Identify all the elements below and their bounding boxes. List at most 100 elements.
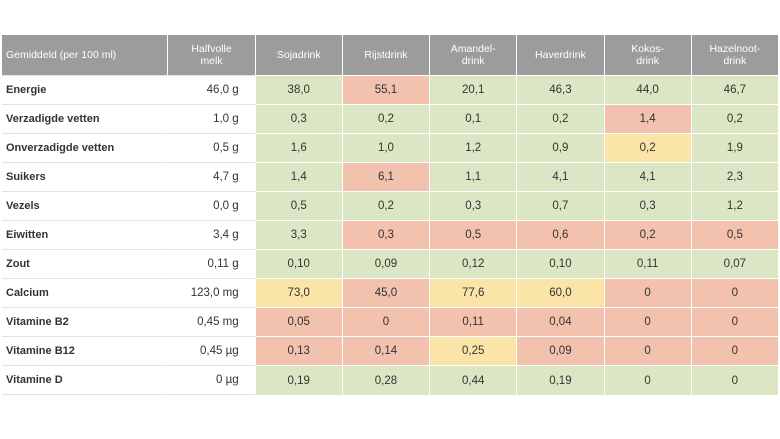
drink-value-cell: 1,6 <box>255 133 343 162</box>
drink-value-cell: 1,0 <box>342 133 431 162</box>
table-row: Vitamine B2 0,45 mg 0,05 0 0,11 0,04 0 0 <box>2 307 779 336</box>
header-cell-metric: Gemiddeld (per 100 ml) <box>2 35 169 75</box>
drink-value-cell: 0,07 <box>691 249 779 278</box>
milk-value-cell: 46,0 g <box>168 75 256 104</box>
milk-value-cell: 4,7 g <box>168 162 256 191</box>
header-cell-drink: Sojadrink <box>255 35 343 75</box>
drink-value-cell: 0,04 <box>517 307 605 336</box>
drink-value-cell: 6,1 <box>342 162 431 191</box>
drink-value-cell: 1,4 <box>255 162 343 191</box>
drink-value-cell: 2,3 <box>691 162 779 191</box>
table-row: Zout 0,11 g 0,10 0,09 0,12 0,10 0,11 0,07 <box>2 249 779 278</box>
header-line1: Kokos- <box>631 43 664 55</box>
header-cell-drink: Hazelnoot-drink <box>691 35 779 75</box>
table-row: Suikers 4,7 g 1,4 6,1 1,1 4,1 4,1 2,3 <box>2 162 779 191</box>
drink-value-cell: 0,3 <box>604 191 692 220</box>
drink-value-cell: 73,0 <box>255 278 343 307</box>
drink-value-cell: 0,10 <box>517 249 605 278</box>
drink-value-cell: 0,2 <box>517 104 605 133</box>
row-label: Eiwitten <box>2 220 169 249</box>
drink-value-cell: 0,7 <box>517 191 605 220</box>
drink-value-cell: 0,5 <box>691 220 779 249</box>
drink-value-cell: 0,5 <box>255 191 343 220</box>
milk-value-cell: 0,45 µg <box>168 336 256 365</box>
table-row: Onverzadigde vetten 0,5 g 1,6 1,0 1,2 0,9 0,2 1… <box>2 133 779 162</box>
header-line2: drink <box>723 55 747 67</box>
drink-value-cell: 46,3 <box>517 75 605 104</box>
row-label: Calcium <box>2 278 169 307</box>
drink-value-cell: 3,3 <box>255 220 343 249</box>
drink-value-cell: 4,1 <box>517 162 605 191</box>
drink-value-cell: 0 <box>604 278 692 307</box>
drink-value-cell: 0,28 <box>342 365 431 395</box>
nutrition-comparison-table-wrapper: Gemiddeld (per 100 ml) Halfvolle melk Sojad… <box>2 35 779 395</box>
header-line2: melk <box>200 55 223 67</box>
table-body: Energie 46,0 g 38,0 55,1 20,1 46,3 44,0 46,7 Ver… <box>2 75 779 395</box>
drink-value-cell: 0,2 <box>604 133 692 162</box>
drink-value-cell: 0 <box>342 307 431 336</box>
header-line1: Haverdrink <box>535 49 586 61</box>
table-header: Gemiddeld (per 100 ml) Halfvolle melk Sojad… <box>2 35 779 75</box>
drink-value-cell: 0,09 <box>342 249 431 278</box>
table-row: Eiwitten 3,4 g 3,3 0,3 0,5 0,6 0,2 0,5 <box>2 220 779 249</box>
drink-value-cell: 0,2 <box>604 220 692 249</box>
row-label: Onverzadigde vetten <box>2 133 169 162</box>
header-cell-drink: Kokos-drink <box>604 35 692 75</box>
drink-value-cell: 44,0 <box>604 75 692 104</box>
milk-value-cell: 0 µg <box>168 365 256 395</box>
drink-value-cell: 0,19 <box>255 365 343 395</box>
header-line1: Amandel- <box>450 43 496 55</box>
drink-value-cell: 45,0 <box>342 278 431 307</box>
header-line1: Rijstdrink <box>364 49 408 61</box>
drink-value-cell: 0 <box>691 336 779 365</box>
row-label: Vitamine B12 <box>2 336 169 365</box>
drink-value-cell: 1,2 <box>691 191 779 220</box>
drink-value-cell: 0,1 <box>430 104 518 133</box>
milk-value-cell: 0,5 g <box>168 133 256 162</box>
header-line1: Gemiddeld (per 100 ml) <box>6 49 117 61</box>
drink-value-cell: 0 <box>604 307 692 336</box>
table-row: Energie 46,0 g 38,0 55,1 20,1 46,3 44,0 46,7 <box>2 75 779 104</box>
drink-value-cell: 1,4 <box>604 104 692 133</box>
drink-value-cell: 0,6 <box>517 220 605 249</box>
drink-value-cell: 0 <box>691 365 779 395</box>
table-row: Calcium 123,0 mg 73,0 45,0 77,6 60,0 0 0 <box>2 278 779 307</box>
nutrition-comparison-table: Gemiddeld (per 100 ml) Halfvolle melk Sojad… <box>2 35 779 395</box>
header-cell-drink: Haverdrink <box>517 35 605 75</box>
drink-value-cell: 55,1 <box>342 75 431 104</box>
row-label: Energie <box>2 75 169 104</box>
header-line2: drink <box>461 55 485 67</box>
drink-value-cell: 0,2 <box>342 191 431 220</box>
row-label: Suikers <box>2 162 169 191</box>
milk-value-cell: 0,45 mg <box>168 307 256 336</box>
header-line1: Hazelnoot- <box>709 43 761 55</box>
drink-value-cell: 0,10 <box>255 249 343 278</box>
header-row: Gemiddeld (per 100 ml) Halfvolle melk Sojad… <box>2 35 779 75</box>
drink-value-cell: 77,6 <box>430 278 518 307</box>
header-cell-drink: Halfvolle melk <box>168 35 256 75</box>
drink-value-cell: 0,3 <box>430 191 518 220</box>
drink-value-cell: 0,11 <box>604 249 692 278</box>
milk-value-cell: 0,0 g <box>168 191 256 220</box>
drink-value-cell: 0,44 <box>430 365 518 395</box>
header-cell-drink: Rijstdrink <box>342 35 431 75</box>
drink-value-cell: 1,1 <box>430 162 518 191</box>
drink-value-cell: 20,1 <box>430 75 518 104</box>
row-label: Zout <box>2 249 169 278</box>
milk-value-cell: 3,4 g <box>168 220 256 249</box>
table-row: Vezels 0,0 g 0,5 0,2 0,3 0,7 0,3 1,2 <box>2 191 779 220</box>
drink-value-cell: 0,11 <box>430 307 518 336</box>
drink-value-cell: 0,9 <box>517 133 605 162</box>
drink-value-cell: 0,13 <box>255 336 343 365</box>
drink-value-cell: 0,19 <box>517 365 605 395</box>
drink-value-cell: 0,3 <box>255 104 343 133</box>
drink-value-cell: 0,5 <box>430 220 518 249</box>
row-label: Vezels <box>2 191 169 220</box>
drink-value-cell: 60,0 <box>517 278 605 307</box>
header-cell-drink: Amandel-drink <box>430 35 518 75</box>
drink-value-cell: 1,2 <box>430 133 518 162</box>
header-line1: Halfvolle <box>191 43 232 55</box>
milk-value-cell: 0,11 g <box>168 249 256 278</box>
drink-value-cell: 0,12 <box>430 249 518 278</box>
